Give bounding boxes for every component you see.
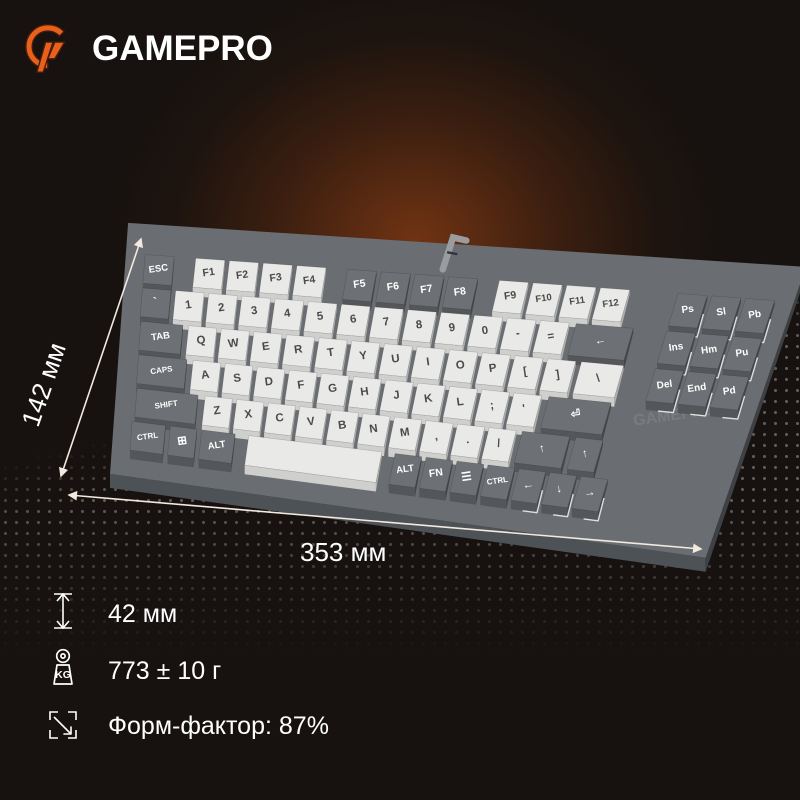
svg-text:KG: KG [55,669,71,681]
